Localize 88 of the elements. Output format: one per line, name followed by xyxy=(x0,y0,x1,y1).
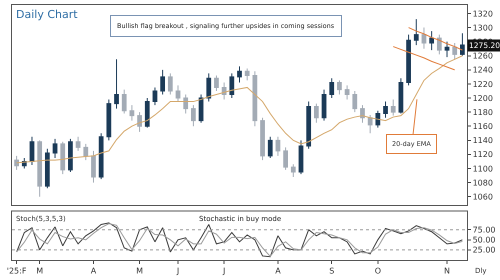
y-tick-label: 75.00 xyxy=(472,226,496,235)
candlestick xyxy=(168,72,173,96)
candlestick xyxy=(276,136,280,156)
candlestick xyxy=(329,78,334,99)
y-tick-label: 1240 xyxy=(472,66,493,75)
line-series xyxy=(16,55,463,164)
candlestick xyxy=(360,104,365,124)
candlestick xyxy=(306,101,312,150)
candlestick xyxy=(206,72,212,102)
candlestick xyxy=(406,34,411,86)
candlestick xyxy=(14,155,19,170)
x-tick-label: J xyxy=(176,266,180,276)
candlestick xyxy=(237,66,242,84)
candlestick xyxy=(429,30,434,51)
candlestick xyxy=(298,140,304,175)
candlestick xyxy=(30,136,34,166)
candlestick xyxy=(375,110,380,128)
candlestick xyxy=(160,69,166,96)
candlestick xyxy=(122,89,127,114)
y-tick-label: 1120 xyxy=(472,150,493,160)
y-tick-label: 1080 xyxy=(472,178,493,188)
candlestick xyxy=(37,140,42,198)
candlestick xyxy=(137,112,142,132)
line-series xyxy=(408,27,463,51)
candlestick xyxy=(114,58,119,110)
candlestick xyxy=(344,84,350,100)
candlestick xyxy=(76,136,80,152)
candlestick xyxy=(91,150,96,184)
candlestick xyxy=(198,94,204,124)
candlestick xyxy=(191,104,196,127)
candlestick xyxy=(444,41,450,58)
y-tick-label: 1220 xyxy=(472,80,493,89)
candlestick xyxy=(214,74,219,92)
candlestick xyxy=(260,117,265,161)
chart-title: Daily Chart xyxy=(16,8,78,21)
line-series xyxy=(392,46,456,70)
y-tick-label: 1140 xyxy=(472,136,493,146)
y-tick-label: 1100 xyxy=(472,164,493,174)
x-tick-label: M xyxy=(136,266,144,276)
candlestick xyxy=(52,138,58,158)
x-tick-label: S xyxy=(329,266,334,276)
candlestick xyxy=(398,78,404,114)
candlestick xyxy=(68,138,73,173)
candlestick xyxy=(83,143,88,161)
candlestick xyxy=(283,146,288,170)
y-tick-label: 1060 xyxy=(472,192,493,202)
y-tick-label: 50.00 xyxy=(472,236,496,245)
candlestick xyxy=(244,68,250,81)
candlestick xyxy=(176,84,180,102)
x-tick-label: A xyxy=(275,266,282,276)
candlestick xyxy=(106,98,112,141)
candlestick xyxy=(322,89,326,122)
candlestick xyxy=(183,94,188,114)
candlestick xyxy=(222,82,227,100)
candlestick xyxy=(229,72,234,99)
y-tick-label: 1320 xyxy=(472,9,493,18)
candlestick xyxy=(452,42,458,60)
candlestick xyxy=(390,98,396,116)
candlestick xyxy=(383,101,388,118)
x-tick-label: J xyxy=(222,266,226,276)
y-tick-label: 1300 xyxy=(472,23,493,32)
x-tick-label: A xyxy=(90,266,97,276)
y-tick-label: 1260 xyxy=(472,52,493,61)
y-tick-label: 1160 xyxy=(472,122,493,132)
candlestick xyxy=(252,70,258,127)
candlestick xyxy=(314,103,319,124)
candlestick xyxy=(98,132,104,180)
x-tick-label: N xyxy=(444,266,450,276)
candlestick xyxy=(422,27,426,50)
candlestick xyxy=(337,80,342,96)
y-tick-label: 25.00 xyxy=(472,246,496,255)
candlestick xyxy=(130,104,134,122)
candlestick xyxy=(152,86,158,106)
candlestick xyxy=(352,90,358,113)
x-tick-label: '25:F xyxy=(6,266,27,276)
candlestick xyxy=(368,114,373,134)
candlestick xyxy=(436,34,442,55)
x-tick-label: O xyxy=(374,266,381,276)
candlestick xyxy=(144,98,150,128)
x-tick-label: M xyxy=(36,266,44,276)
candlestick xyxy=(414,18,419,46)
candlestick xyxy=(60,141,66,175)
candlestick xyxy=(268,136,273,158)
y-tick-label: 1200 xyxy=(472,94,493,103)
y-tick-label: 1180 xyxy=(472,108,493,117)
candlestick xyxy=(290,164,296,178)
candlestick xyxy=(460,32,465,56)
candlestick xyxy=(44,148,50,189)
